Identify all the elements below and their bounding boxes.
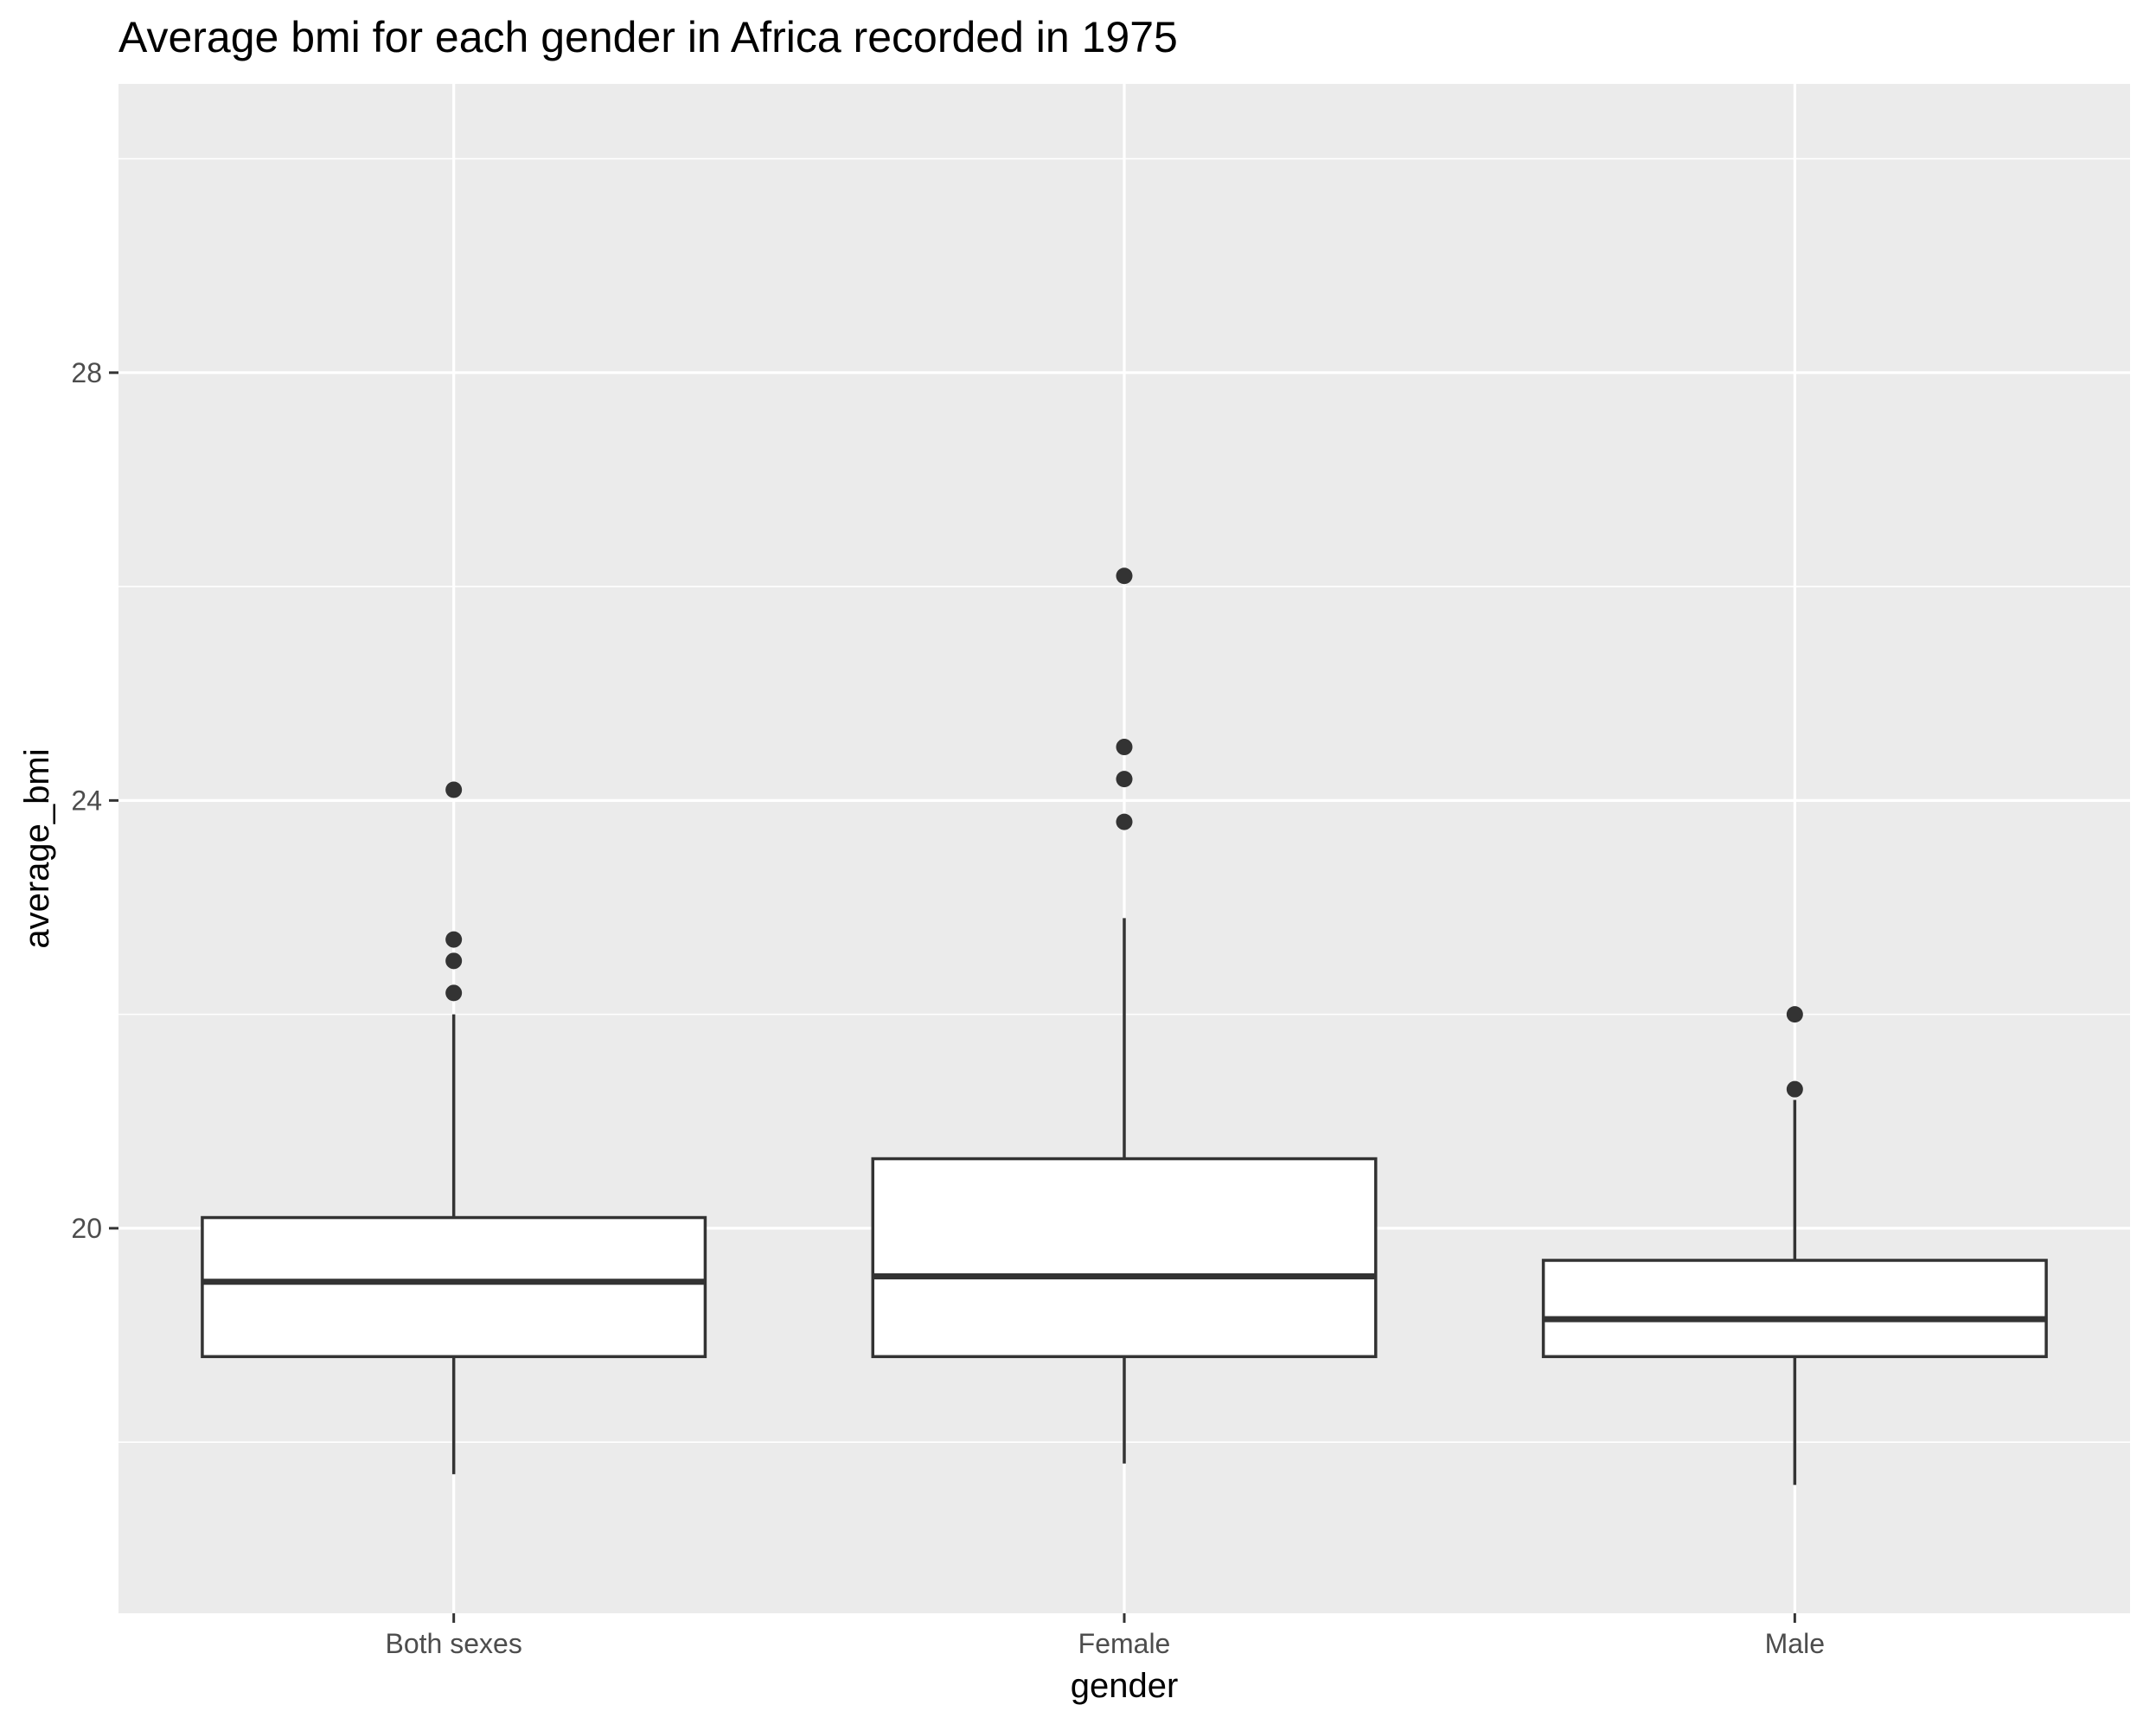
y-tick-label: 28 [71, 357, 102, 388]
x-tick-label: Female [1078, 1628, 1171, 1659]
box-iqr [1541, 1259, 2048, 1359]
box-male [1541, 1006, 2048, 1485]
y-axis: 20 24 28 [71, 357, 118, 1244]
outlier-point [445, 781, 463, 798]
outlier-point [1116, 813, 1133, 830]
box-both-sexes [201, 781, 707, 1475]
boxes [201, 567, 2048, 1485]
box-iqr [201, 1215, 707, 1359]
y-axis-title: average_bmi [18, 748, 56, 948]
outlier-point [1786, 1006, 1803, 1023]
y-tick-label: 24 [71, 785, 102, 816]
outlier-point [1116, 739, 1133, 756]
outlier-point [1116, 567, 1133, 585]
chart-title: Average bmi for each gender in Africa re… [118, 13, 1178, 61]
outlier-point [1116, 771, 1133, 788]
x-tick-label: Male [1765, 1628, 1825, 1659]
box-iqr [871, 1157, 1378, 1359]
x-axis: Both sexes Female Male [386, 1613, 1825, 1659]
outlier-point [445, 984, 463, 1002]
x-tick-label: Both sexes [386, 1628, 522, 1659]
y-tick-label: 20 [71, 1213, 102, 1244]
box-female [871, 567, 1378, 1464]
outlier-point [445, 952, 463, 970]
x-axis-title: gender [1071, 1667, 1179, 1705]
outlier-point [445, 931, 463, 948]
outlier-point [1786, 1080, 1803, 1098]
